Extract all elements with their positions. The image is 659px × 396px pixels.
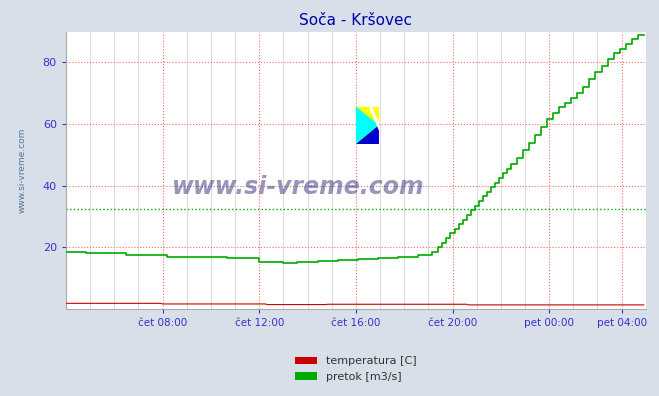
Text: www.si-vreme.com: www.si-vreme.com: [18, 128, 27, 213]
Title: Soča - Kršovec: Soča - Kršovec: [299, 13, 413, 28]
Polygon shape: [368, 107, 379, 131]
Legend: temperatura [C], pretok [m3/s]: temperatura [C], pretok [m3/s]: [291, 352, 421, 386]
FancyBboxPatch shape: [356, 107, 379, 144]
Text: www.si-vreme.com: www.si-vreme.com: [171, 175, 424, 199]
Polygon shape: [356, 125, 379, 144]
Polygon shape: [356, 107, 379, 144]
